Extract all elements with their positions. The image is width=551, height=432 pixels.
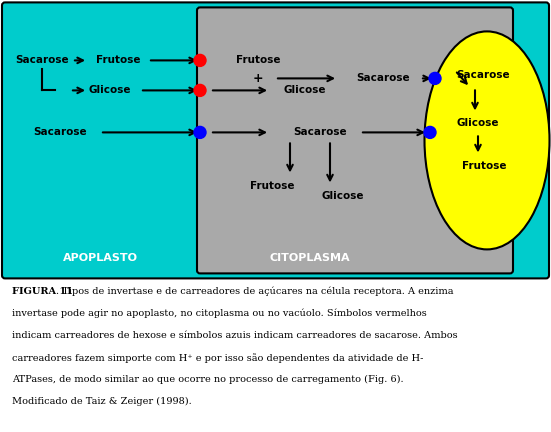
Text: Sacarose: Sacarose (456, 70, 510, 80)
Text: +: + (253, 72, 263, 85)
FancyBboxPatch shape (2, 3, 549, 278)
Text: Glicose: Glicose (284, 86, 326, 95)
Text: Sacarose: Sacarose (33, 127, 87, 137)
Text: Sacarose: Sacarose (293, 127, 347, 137)
Text: . Tipos de invertase e de carreadores de açúcares na célula receptora. A enzima: . Tipos de invertase e de carreadores de… (56, 287, 453, 296)
Text: Sacarose: Sacarose (356, 73, 410, 83)
Text: Frutose: Frutose (96, 55, 141, 65)
Circle shape (429, 73, 441, 84)
Text: carreadores fazem simporte com H⁺ e por isso são dependentes da atividade de H-: carreadores fazem simporte com H⁺ e por … (12, 353, 423, 363)
Circle shape (424, 127, 436, 138)
Text: ATPases, de modo similar ao que ocorre no processo de carregamento (Fig. 6).: ATPases, de modo similar ao que ocorre n… (12, 375, 404, 384)
Text: invertase pode agir no apoplasto, no citoplasma ou no vacúolo. Símbolos vermelho: invertase pode agir no apoplasto, no cit… (12, 309, 427, 318)
Text: APOPLASTO: APOPLASTO (62, 254, 138, 264)
Text: Sacarose: Sacarose (15, 55, 69, 65)
Circle shape (194, 54, 206, 67)
Circle shape (194, 84, 206, 96)
Text: Glicose: Glicose (322, 191, 364, 201)
Text: Frutose: Frutose (462, 162, 506, 172)
Text: Glicose: Glicose (89, 86, 131, 95)
Text: Frutose: Frutose (250, 181, 294, 191)
Text: FIGURA 11: FIGURA 11 (12, 287, 73, 296)
Text: Glicose: Glicose (457, 118, 499, 128)
Text: CITOPLASMA: CITOPLASMA (269, 254, 350, 264)
Text: Frutose: Frutose (236, 55, 280, 65)
FancyBboxPatch shape (197, 7, 513, 273)
Circle shape (194, 127, 206, 138)
Text: indicam carreadores de hexose e símbolos azuis indicam carreadores de sacarose. : indicam carreadores de hexose e símbolos… (12, 331, 458, 340)
Ellipse shape (424, 32, 549, 249)
Text: Modificado de Taiz & Zeiger (1998).: Modificado de Taiz & Zeiger (1998). (12, 397, 192, 406)
